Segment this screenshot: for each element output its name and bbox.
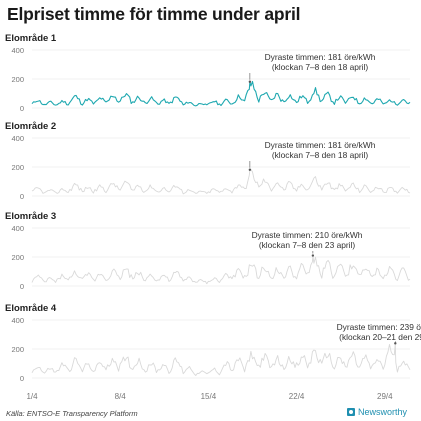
newsworthy-icon <box>346 408 355 416</box>
series-line <box>31 255 411 285</box>
panel-title: Elområde 4 <box>5 303 57 314</box>
annotation-line-1: Dyraste timmen: 239 öre/kWh <box>337 322 421 332</box>
panel-title: Elområde 2 <box>5 121 56 132</box>
annotation-line-2: (klockan 7–8 den 18 april) <box>272 150 369 160</box>
annotation-line-2: (klockan 7–8 den 18 april) <box>272 62 369 72</box>
y-tick-label: 0 <box>20 192 24 201</box>
y-tick-label: 400 <box>11 46 24 55</box>
y-tick-label: 0 <box>20 282 24 291</box>
annotation-line-1: Dyraste timmen: 181 öre/kWh <box>265 140 376 150</box>
annotation-point <box>248 80 252 83</box>
series-line <box>31 80 411 107</box>
y-tick-label: 200 <box>11 253 24 262</box>
x-tick-label: 15/4 <box>201 392 217 401</box>
y-tick-label: 0 <box>20 104 24 113</box>
annotation-point <box>311 254 315 257</box>
series-line <box>31 169 411 195</box>
y-tick-label: 400 <box>11 134 24 143</box>
x-tick-label: 1/4 <box>26 392 38 401</box>
annotation-point <box>394 342 397 345</box>
y-tick-label: 400 <box>11 316 24 325</box>
annotation-line-1: Dyraste timmen: 181 öre/kWh <box>265 52 376 62</box>
annotation-point <box>248 168 252 171</box>
source-note: Källa: ENTSO-E Transparency Platform <box>6 409 138 418</box>
panel-title: Elområde 1 <box>5 33 57 44</box>
chart-title: Elpriset timme för timme under april <box>7 4 301 24</box>
x-tick-label: 29/4 <box>377 392 393 401</box>
y-tick-label: 200 <box>11 75 24 84</box>
y-tick-label: 200 <box>11 163 24 172</box>
annotation-line-2: (klockan 7–8 den 23 april) <box>259 240 356 250</box>
series-line <box>31 342 411 376</box>
y-tick-label: 200 <box>11 345 24 354</box>
annotation-line-2: (klockan 20–21 den 29 april) <box>339 332 421 342</box>
x-tick-label: 22/4 <box>289 392 305 401</box>
panel-title: Elområde 3 <box>5 211 56 222</box>
x-tick-label: 8/4 <box>115 392 127 401</box>
y-tick-label: 400 <box>11 224 24 233</box>
y-tick-label: 0 <box>20 374 24 383</box>
brand-name: Newsworthy <box>357 407 407 417</box>
brand-logo[interactable]: Newsworthy <box>346 407 407 417</box>
annotation-line-1: Dyraste timmen: 210 öre/kWh <box>252 230 363 240</box>
